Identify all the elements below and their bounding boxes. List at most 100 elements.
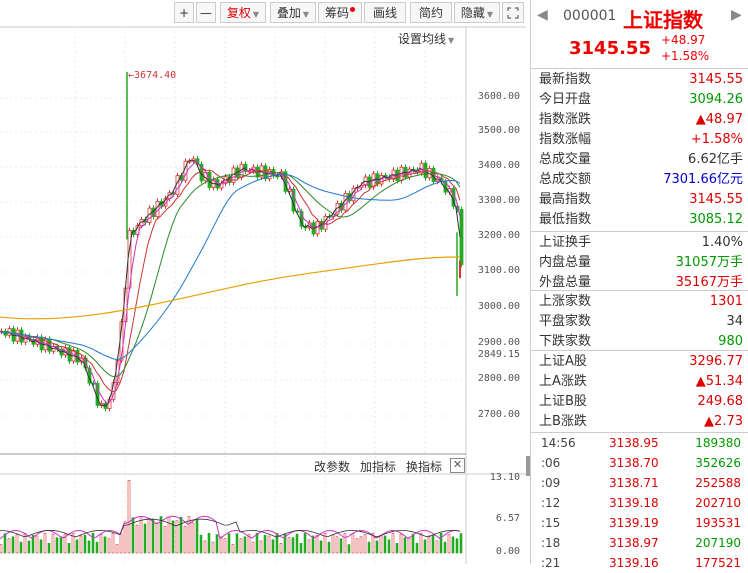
stock-name: 上证指数: [623, 8, 703, 32]
chevron-down-icon: ▼: [302, 10, 310, 19]
tick-price: 3139.19: [609, 516, 659, 530]
stat-row: 最新指数 3145.55: [531, 70, 748, 90]
fuquan-dropdown[interactable]: 复权 ▼: [220, 2, 266, 23]
stat-value: 1.40%: [701, 235, 743, 250]
tick-price: 3139.18: [609, 496, 659, 510]
price-axis-tick: 3100.00: [477, 265, 520, 276]
tick-price: 3138.71: [609, 476, 659, 490]
tick-time: :12: [541, 496, 561, 510]
chevron-down-icon: ▼: [486, 10, 494, 19]
stat-value: 6.62亿手: [688, 152, 743, 167]
stat-row: 下跌家数 980: [531, 332, 748, 352]
stat-label: 总成交量: [539, 152, 592, 167]
price-axis-tick: 3600.00: [477, 91, 520, 102]
tick-volume: 252588: [695, 476, 741, 490]
huaxian-button[interactable]: 画线: [364, 2, 406, 23]
stat-row: 上证A股 3296.77: [531, 352, 748, 372]
max-price-value: 3674.40: [134, 70, 177, 81]
stat-label: 指数涨跌: [539, 112, 592, 127]
kline-chart[interactable]: 设置均线 ▼ ←3674.40 3600.00 3500.00 3400.00 3300…: [0, 26, 526, 564]
tick-price: 3138.97: [609, 536, 659, 550]
stat-value: 3094.26: [689, 92, 743, 107]
diejia-label: 叠加: [276, 6, 301, 20]
jia-zhibiao-button[interactable]: 加指标: [360, 460, 397, 474]
stat-label: 今日开盘: [539, 92, 592, 107]
stat-row: 总成交额 7301.66亿元: [531, 170, 748, 190]
stat-label: 上A涨跌: [539, 374, 587, 389]
stat-value: 35167万手: [675, 275, 743, 290]
tick-time: :18: [541, 536, 561, 550]
next-stock-icon[interactable]: ▶: [731, 7, 742, 23]
tick-row: :06 3138.70 352626: [531, 453, 748, 473]
tick-time: :15: [541, 516, 561, 530]
close-icon[interactable]: ✕: [450, 458, 465, 473]
price-axis-tick: 3300.00: [477, 195, 520, 206]
chart-canvas: [0, 26, 526, 564]
volume-axis-tick: 0.00: [495, 546, 520, 557]
stat-label: 上B涨跌: [539, 414, 587, 429]
stat-value: 1301: [709, 294, 743, 309]
quote-panel: ◀ 000001 上证指数 ▶ 3145.55 +48.97 +1.58% 最新…: [530, 0, 748, 570]
stat-label: 最新指数: [539, 72, 592, 87]
stat-value: 3145.55: [689, 192, 743, 207]
stat-row: 总成交量 6.62亿手: [531, 150, 748, 170]
stat-label: 内盘总量: [539, 255, 592, 270]
stat-row: 指数涨跌 ▲48.97: [531, 110, 748, 130]
price-axis-tick: 3200.00: [477, 230, 520, 241]
ma-settings-dropdown[interactable]: 设置均线 ▼: [398, 30, 454, 47]
price-axis-tick: 3400.00: [477, 160, 520, 171]
tick-time: :09: [541, 476, 561, 490]
zoom-in-button[interactable]: +: [174, 2, 194, 23]
chouma-label: 筹码: [324, 6, 349, 20]
stat-row: 最高指数 3145.55: [531, 190, 748, 210]
price-axis-tick: 3000.00: [477, 301, 520, 312]
panel-collapse-handle[interactable]: [526, 456, 530, 476]
stat-value: 980: [718, 334, 743, 349]
tick-row: :15 3139.19 193531: [531, 513, 748, 533]
chart-toolbar: + — 复权 ▼ 叠加 ▼ 筹码 画线 简约 隐藏 ▼: [0, 0, 526, 26]
price-axis-tick: 2900.00: [477, 337, 520, 348]
stat-row: 上涨家数 1301: [531, 292, 748, 312]
tick-volume: 193531: [695, 516, 741, 530]
stat-label: 总成交额: [539, 172, 592, 187]
tick-price: 3139.16: [609, 556, 659, 570]
tick-row: :21 3139.16 177521: [531, 553, 748, 573]
tick-time: :21: [541, 556, 561, 570]
diejia-dropdown[interactable]: 叠加 ▼: [270, 2, 316, 23]
stat-value: ▲2.73: [704, 414, 743, 429]
huan-zhibiao-button[interactable]: 换指标: [406, 460, 443, 474]
stat-row: 内盘总量 31057万手: [531, 253, 748, 273]
chevron-down-icon: ▼: [448, 36, 455, 45]
stat-value: 31057万手: [675, 255, 743, 270]
yincang-label: 隐藏: [460, 6, 485, 20]
yincang-dropdown[interactable]: 隐藏 ▼: [454, 2, 500, 23]
prev-stock-icon[interactable]: ◀: [537, 7, 548, 23]
zoom-out-button[interactable]: —: [196, 2, 216, 23]
tick-price: 3138.95: [609, 436, 659, 450]
stat-row: 上证换手 1.40%: [531, 233, 748, 253]
jianyue-button[interactable]: 简约: [410, 2, 452, 23]
stat-row: 上A涨跌 ▲51.34: [531, 372, 748, 392]
gai-canshu-button[interactable]: 改参数: [314, 460, 351, 474]
tick-time: :06: [541, 456, 561, 470]
tick-row: :12 3139.18 202710: [531, 493, 748, 513]
tick-row: 14:56 3138.95 189380: [531, 433, 748, 453]
chouma-button[interactable]: 筹码: [318, 2, 362, 23]
stat-value: +1.58%: [690, 132, 743, 147]
stat-row: 上证B股 249.68: [531, 392, 748, 412]
stat-value: 249.68: [697, 394, 744, 409]
stat-label: 最高指数: [539, 192, 592, 207]
volume-axis-tick: 6.57: [495, 513, 520, 524]
current-price: 3145.55: [569, 38, 651, 59]
tick-time: 14:56: [541, 436, 576, 450]
stat-label: 上证B股: [539, 394, 587, 409]
price-axis-tick: 2700.00: [477, 409, 520, 420]
stat-row: 最低指数 3085.12: [531, 210, 748, 230]
stat-value: 3145.55: [689, 72, 743, 87]
ma-settings-label: 设置均线: [398, 32, 447, 46]
stat-label: 上涨家数: [539, 294, 592, 309]
expand-icon[interactable]: [502, 2, 524, 23]
stat-row: 今日开盘 3094.26: [531, 90, 748, 110]
tick-volume: 202710: [695, 496, 741, 510]
stat-value: 7301.66亿元: [663, 172, 743, 187]
